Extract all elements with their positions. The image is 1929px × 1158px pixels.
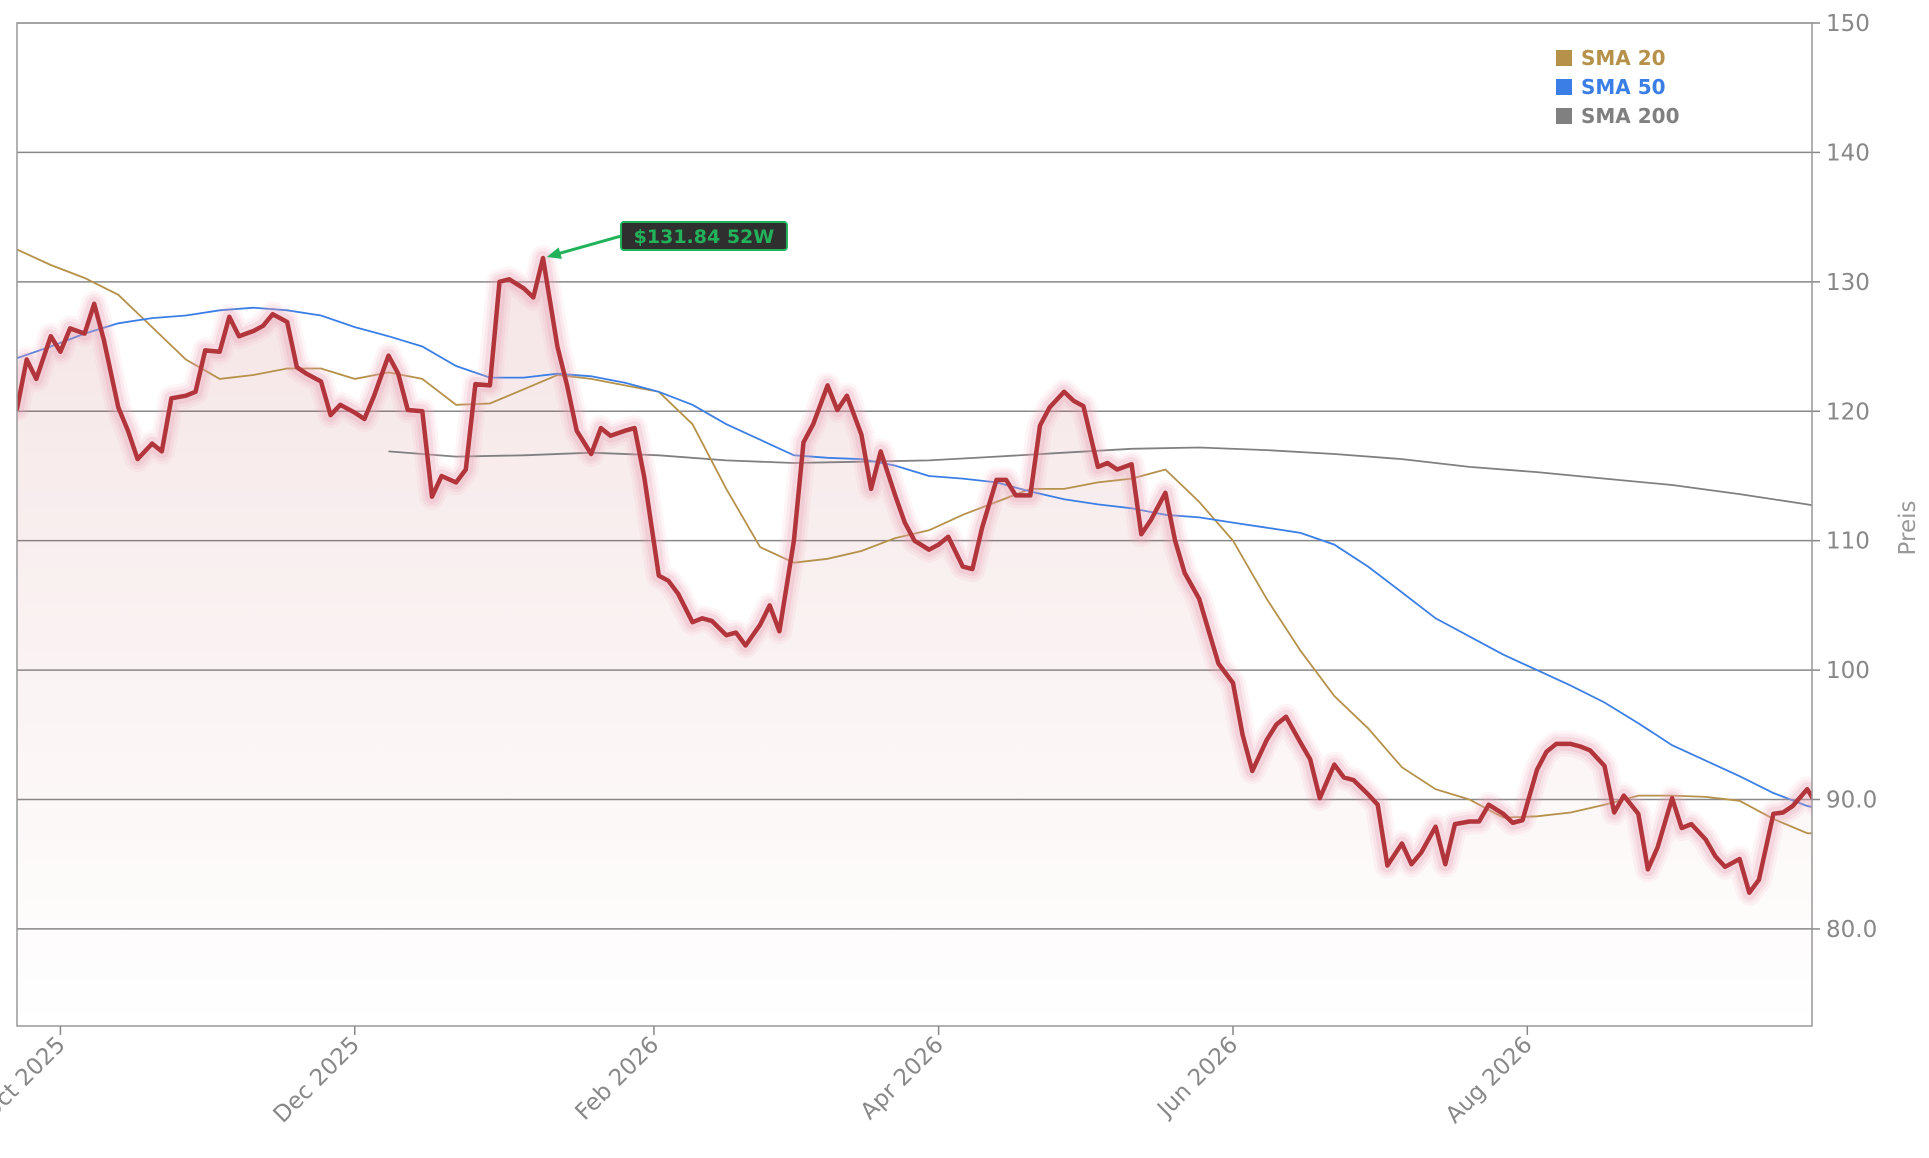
sma50-line xyxy=(17,306,1812,808)
annotation-box xyxy=(619,221,788,252)
price-line-group xyxy=(17,245,1812,906)
y-tick-label: 90.0 xyxy=(1826,788,1877,814)
legend-label: SMA 200 xyxy=(1581,104,1680,128)
y-tick-label: 120 xyxy=(1826,399,1870,425)
y-tick-label: 130 xyxy=(1826,270,1870,296)
legend-label: SMA 20 xyxy=(1581,46,1666,70)
x-axis: Oct 2025 Dec 2025 Feb 2026 Apr 2026 Jun 2026… xyxy=(0,1026,1538,1129)
legend-label: SMA 50 xyxy=(1581,75,1666,99)
sma20-line xyxy=(17,248,1812,835)
y-axis: 80.0 90.0 100 110 120 130 140 150 xyxy=(1812,11,1877,943)
annotation-arrow xyxy=(556,234,622,256)
y-axis-title: Preis xyxy=(1895,501,1921,556)
y-tick-label: 110 xyxy=(1826,529,1870,555)
x-tick-label: Dec 2025 xyxy=(269,1032,365,1128)
price-line xyxy=(17,255,1812,895)
x-tick-label: Jun 2026 xyxy=(1151,1032,1243,1124)
x-tick-label: Apr 2026 xyxy=(856,1032,949,1125)
high-annotation: $131.84 52W xyxy=(546,221,788,259)
price-area-fill xyxy=(17,258,1812,1026)
legend: SMA 20 SMA 50 SMA 200 xyxy=(1556,46,1680,128)
legend-swatch xyxy=(1556,50,1572,66)
legend-swatch xyxy=(1556,79,1572,95)
annotation-arrowhead xyxy=(546,247,562,259)
y-tick-label: 80.0 xyxy=(1826,917,1877,943)
sma200-line xyxy=(388,446,1812,507)
legend-swatch xyxy=(1556,108,1572,124)
annotations: $131.84 52W$76.43 52W xyxy=(546,221,788,259)
y-tick-label: 150 xyxy=(1826,11,1870,37)
annotation-label: $131.84 52W xyxy=(634,226,775,248)
sma-lines xyxy=(17,248,1812,835)
y-tick-label: 140 xyxy=(1826,140,1870,166)
x-tick-label: Feb 2026 xyxy=(570,1032,664,1126)
price-area xyxy=(17,258,1812,1026)
y-tick-label: 100 xyxy=(1826,658,1870,684)
plot-frame xyxy=(16,22,1813,1027)
x-tick-label: Aug 2026 xyxy=(1441,1032,1538,1129)
x-tick-label: Oct 2025 xyxy=(0,1032,71,1125)
